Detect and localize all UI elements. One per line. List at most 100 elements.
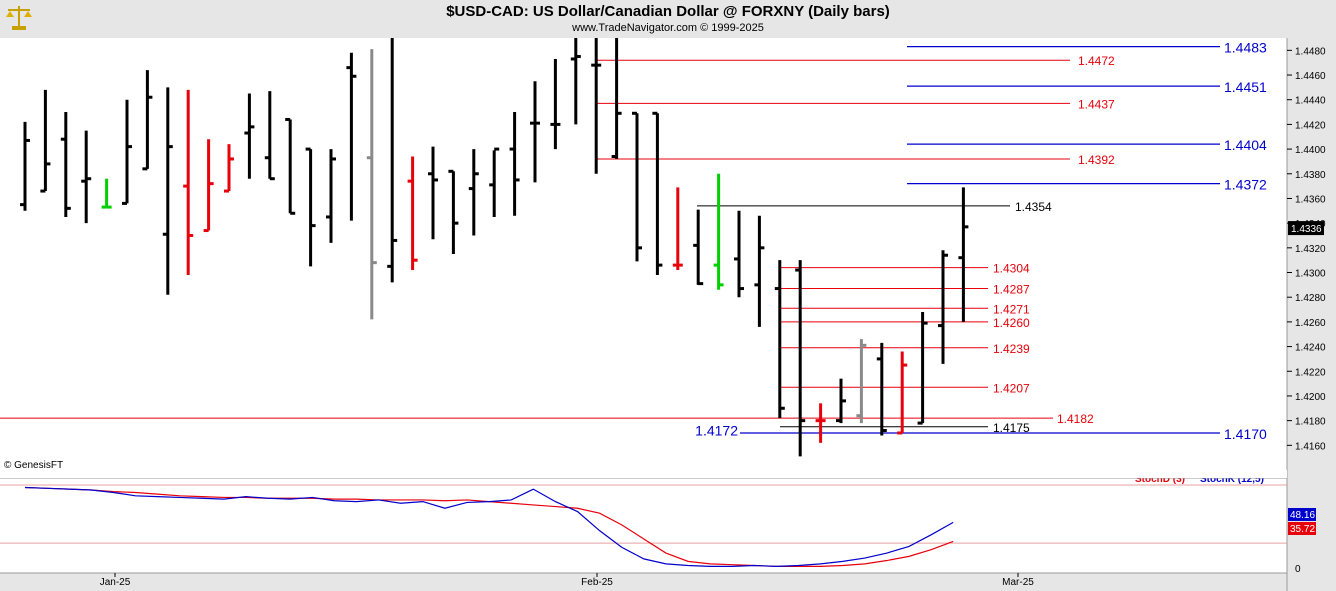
price-bar (183, 89, 194, 275)
stoch-d-value: 35.72 (1290, 524, 1315, 535)
y-tick-label: 1.4160 (1295, 441, 1326, 452)
price-bar (836, 378, 846, 424)
price-bar (652, 111, 663, 275)
red-level-label: 1.4437 (1078, 97, 1115, 111)
gold-scale-logo-icon (4, 3, 34, 38)
chart-header (0, 0, 1336, 38)
price-bar (509, 112, 520, 216)
price-bar (713, 173, 724, 290)
price-bar (570, 38, 581, 125)
right-axis-background (1287, 38, 1336, 591)
y-tick-label: 1.4240 (1295, 343, 1326, 354)
price-bar (407, 156, 418, 271)
price-bar (897, 351, 908, 435)
chart-title: $USD-CAD: US Dollar/Canadian Dollar @ FO… (446, 3, 890, 20)
x-tick-label: Feb-25 (581, 577, 613, 588)
price-bar (591, 38, 602, 174)
watermark: © GenesisFT (4, 460, 63, 471)
price-bar (958, 187, 969, 322)
price-bar (162, 87, 173, 295)
price-bar (795, 260, 806, 457)
y-tick-label: 1.4360 (1295, 194, 1326, 205)
price-bar (244, 93, 255, 179)
stoch-d-line (24, 486, 954, 567)
blue-level-label: 1.4404 (1224, 137, 1267, 153)
y-tick-label: 1.4320 (1295, 244, 1326, 255)
price-bar (693, 209, 704, 286)
price-bar (60, 112, 71, 217)
price-bar (448, 169, 459, 254)
price-bar (938, 250, 948, 364)
price-bar (530, 81, 540, 183)
y-tick-label: 1.4200 (1295, 392, 1326, 403)
price-bar (611, 38, 622, 159)
price-bar (366, 49, 377, 320)
x-tick-label: Mar-25 (1002, 577, 1034, 588)
last-price-tag (1288, 221, 1324, 236)
y-tick-label: 1.4280 (1295, 293, 1326, 304)
y-tick-label: 1.4460 (1295, 71, 1326, 82)
price-bar (387, 38, 398, 283)
y-tick-label: 1.4260 (1295, 318, 1326, 329)
price-bar (489, 147, 500, 217)
price-bar (20, 121, 30, 211)
price-bar (428, 146, 438, 240)
y-tick-label: 1.4380 (1295, 170, 1326, 181)
price-bar (632, 111, 642, 262)
price-bar (346, 52, 357, 221)
last-price-label: 1.4336 (1291, 224, 1322, 235)
stoch-k-line (24, 486, 954, 567)
price-bar (734, 210, 744, 298)
stoch-zero-label: 0 (1295, 564, 1301, 575)
price-bar (81, 130, 92, 224)
price-bar (876, 342, 887, 436)
price-bar (122, 99, 132, 205)
stoch-k-legend: StochK (12,5) (1200, 474, 1264, 485)
price-bar (550, 58, 561, 150)
price-bar (101, 178, 112, 209)
red-level-label: 1.4392 (1078, 153, 1115, 167)
x-tick-label: Jan-25 (100, 577, 131, 588)
stoch-k-value: 48.16 (1290, 510, 1315, 521)
y-tick-label: 1.4420 (1295, 120, 1326, 131)
stoch-d-legend: StochD (3) (1135, 474, 1185, 485)
red-level-label: 1.4472 (1078, 54, 1115, 68)
axis-layer: 1.4480 1.4460 1.4440 1.4420 1.4400 1.4380 1.43… (0, 38, 1336, 591)
stoch-d-tag (1288, 522, 1316, 535)
red-level-label: 1.4271 (993, 302, 1030, 316)
blue-level-left-label: 1.4172 (695, 423, 738, 439)
red-level-label: 1.4182 (1057, 412, 1094, 426)
y-tick-label: 1.4440 (1295, 96, 1326, 107)
red-level-label: 1.4260 (993, 316, 1030, 330)
black-level-label: 1.4354 (1015, 200, 1052, 214)
price-pane: 1.4472 1.4437 1.4392 1.4483 1.4451 1.4404 1.43… (0, 38, 1267, 471)
price-bar (774, 260, 785, 419)
price-bar (672, 187, 683, 271)
blue-level-label: 1.4483 (1224, 40, 1267, 56)
price-bar (326, 149, 336, 243)
price-bar (856, 339, 867, 424)
price-bar (203, 139, 214, 233)
price-bar (305, 147, 316, 267)
price-bar (815, 403, 826, 443)
red-level-label: 1.4239 (993, 342, 1030, 356)
bottom-axis-background (0, 573, 1287, 591)
price-bar (285, 117, 296, 215)
price-bar (468, 149, 479, 236)
y-tick-label: 1.4480 (1295, 46, 1326, 57)
y-tick-label: 1.4300 (1295, 269, 1326, 280)
price-bar (264, 91, 275, 181)
red-level-label: 1.4304 (993, 262, 1030, 276)
red-level-label: 1.4287 (993, 283, 1030, 297)
price-bar (754, 215, 765, 327)
blue-level-label: 1.4372 (1224, 177, 1267, 193)
black-level-label: 1.4175 (993, 421, 1030, 435)
y-tick-label: 1.4180 (1295, 417, 1326, 428)
chart-subtitle: www.TradeNavigator.com © 1999-2025 (572, 22, 764, 34)
y-tick-label: 1.4220 (1295, 367, 1326, 378)
red-level-label: 1.4207 (993, 381, 1030, 395)
price-bar (40, 89, 51, 193)
price-bar (224, 144, 234, 193)
stoch-k-tag (1288, 508, 1316, 521)
